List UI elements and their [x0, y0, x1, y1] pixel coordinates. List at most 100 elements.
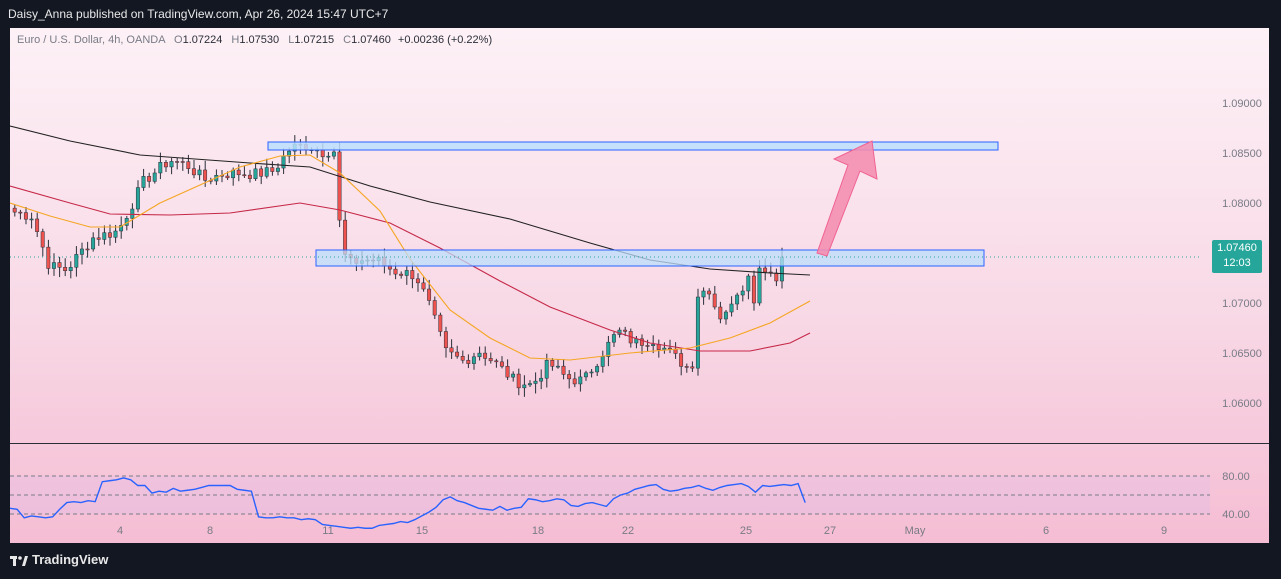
bearish-candle	[684, 366, 689, 368]
supply-zone	[267, 141, 999, 151]
tradingview-logo[interactable]: TradingView	[10, 552, 108, 567]
bullish-candle	[723, 311, 728, 320]
price-chart[interactable]: 1.090001.085001.080001.075001.070001.065…	[10, 28, 1269, 543]
ema20-line	[10, 154, 811, 361]
bullish-candle	[595, 366, 600, 373]
bullish-candle	[589, 371, 594, 374]
rsi-level-label: 80.00	[1222, 471, 1250, 483]
bearish-candle	[186, 161, 191, 169]
bullish-candle	[539, 377, 544, 382]
bearish-candle	[763, 267, 768, 273]
bearish-candle	[561, 365, 566, 375]
bearish-candle	[488, 358, 493, 362]
time-tick-label: May	[905, 525, 926, 537]
bearish-candle	[18, 211, 23, 214]
bullish-candle	[152, 172, 157, 182]
bullish-candle	[331, 151, 336, 157]
pane-divider[interactable]	[10, 443, 1269, 444]
time-tick-label: 4	[117, 525, 123, 537]
price-tick-label: 1.08500	[1222, 148, 1262, 160]
bearish-candle	[399, 273, 404, 276]
resistance-zone	[315, 249, 985, 267]
high-label: H	[231, 34, 240, 46]
bearish-candle	[57, 262, 62, 268]
time-tick-label: 22	[622, 525, 634, 537]
bearish-candle	[147, 176, 152, 182]
time-tick-label: 9	[1161, 525, 1167, 537]
time-tick-label: 15	[416, 525, 428, 537]
brand-name: TradingView	[32, 552, 109, 567]
bullish-candle	[29, 218, 34, 221]
bullish-candle	[746, 275, 751, 292]
bullish-candle	[511, 373, 516, 378]
bullish-candle	[757, 267, 762, 304]
bearish-candle	[427, 288, 432, 301]
bullish-candle	[695, 296, 700, 369]
time-tick-label: 6	[1043, 525, 1049, 537]
publish-bar: Daisy_Anna published on TradingView.com,…	[0, 0, 1281, 28]
close-label: C	[343, 34, 352, 46]
time-tick-label: 27	[824, 525, 836, 537]
bearish-candle	[460, 356, 465, 361]
bullish-candle	[275, 167, 280, 172]
bearish-candle	[645, 345, 650, 347]
bullish-candle	[555, 365, 560, 368]
bearish-candle	[247, 174, 252, 179]
bearish-candle	[707, 290, 712, 295]
bullish-candle	[169, 161, 174, 168]
publish-info: Daisy_Anna published on TradingView.com,…	[8, 7, 389, 21]
price-tick-label: 1.06000	[1222, 398, 1262, 410]
bearish-candle	[35, 218, 40, 232]
bullish-candle	[611, 334, 616, 343]
price-tick-label: 1.08000	[1222, 198, 1262, 210]
time-tick-label: 8	[207, 525, 213, 537]
bullish-candle	[102, 232, 107, 240]
bearish-candle	[259, 168, 264, 177]
rsi-level-label: 40.00	[1222, 509, 1250, 521]
chart-panel[interactable]: 1.090001.085001.080001.075001.070001.065…	[10, 28, 1269, 543]
bearish-candle	[679, 353, 684, 367]
bearish-candle	[774, 272, 779, 282]
projection-arrow	[816, 140, 878, 257]
low-value: 1.07215	[294, 34, 335, 46]
bullish-candle	[651, 344, 656, 346]
bullish-candle	[404, 270, 409, 276]
bullish-candle	[600, 356, 605, 367]
price-tick-label: 1.07000	[1222, 298, 1262, 310]
bullish-candle	[740, 290, 745, 296]
rsi-band	[10, 476, 1210, 514]
bearish-candle	[225, 175, 230, 179]
bearish-candle	[567, 374, 572, 380]
bullish-candle	[158, 162, 163, 174]
bullish-candle	[522, 384, 527, 389]
bullish-candle	[583, 372, 588, 378]
bearish-candle	[712, 293, 717, 308]
bullish-candle	[701, 290, 706, 298]
bar-countdown: 12:03	[1223, 257, 1251, 269]
bullish-candle	[544, 359, 549, 379]
bullish-candle	[471, 356, 476, 364]
bullish-candle	[735, 294, 740, 305]
bearish-candle	[751, 275, 756, 304]
symbol-legend: Euro / U.S. Dollar, 4h, OANDA O1.07224 H…	[17, 34, 492, 46]
bullish-candle	[119, 225, 124, 232]
bullish-candle	[130, 208, 135, 219]
price-tick-label: 1.09000	[1222, 98, 1262, 110]
symbol-name: Euro / U.S. Dollar, 4h, OANDA	[17, 34, 165, 46]
bearish-candle	[415, 278, 420, 284]
bearish-candle	[63, 267, 68, 272]
bearish-candle	[337, 151, 342, 221]
bearish-candle	[12, 207, 17, 213]
open-label: O	[174, 34, 183, 46]
bearish-candle	[203, 169, 208, 181]
bearish-candle	[270, 167, 275, 172]
bearish-candle	[718, 306, 723, 320]
bullish-candle	[533, 380, 538, 384]
bearish-candle	[494, 360, 499, 363]
bearish-candle	[639, 338, 644, 346]
bearish-candle	[40, 231, 45, 248]
bullish-candle	[141, 176, 146, 188]
bullish-candle	[606, 341, 611, 357]
bullish-candle	[281, 155, 286, 169]
bullish-candle	[91, 237, 96, 250]
